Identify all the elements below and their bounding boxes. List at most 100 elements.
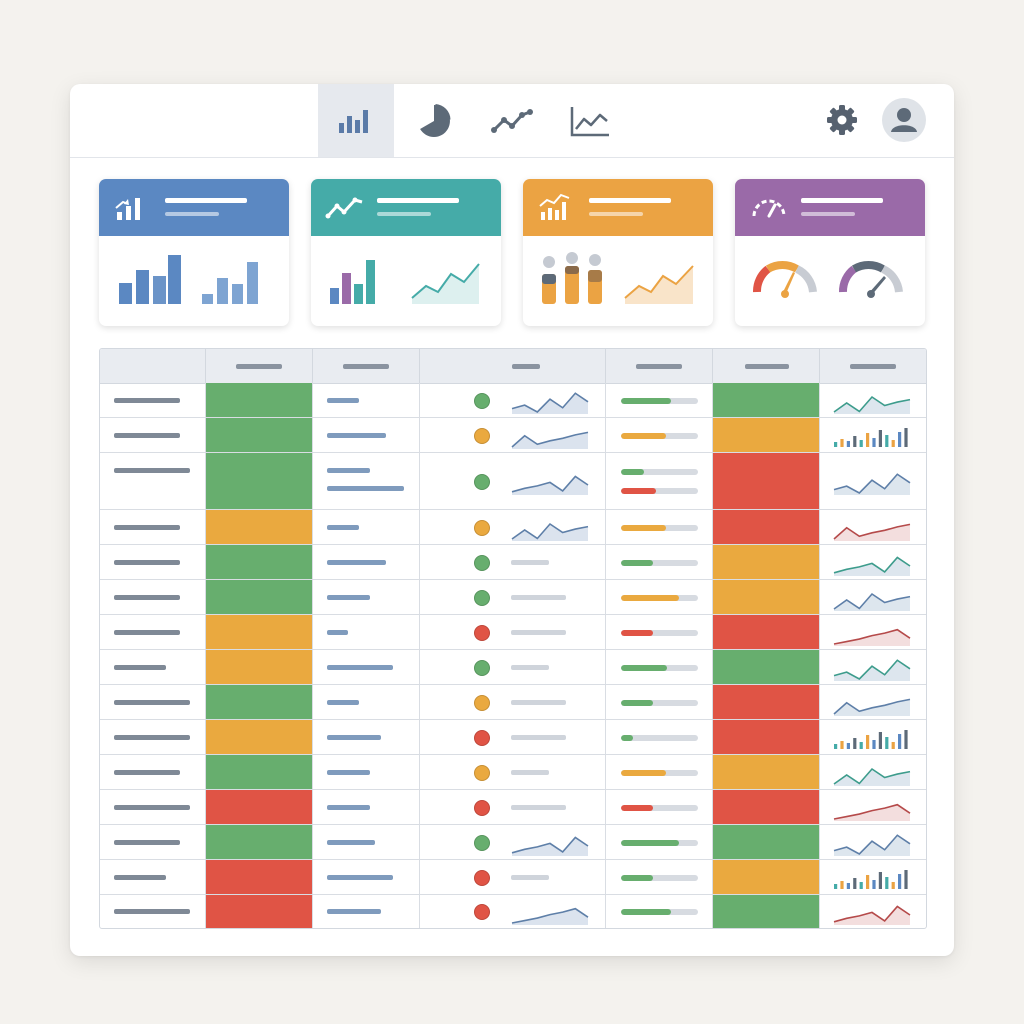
value-bar — [327, 432, 386, 438]
status-cell — [206, 418, 313, 452]
card-distribution-summary[interactable] — [523, 179, 713, 326]
status-dot — [474, 427, 490, 444]
status-dot — [474, 624, 490, 641]
sparkline-cell — [820, 545, 926, 579]
status-dot — [474, 729, 490, 746]
status-cell — [206, 755, 313, 789]
trend-cell — [420, 685, 606, 719]
status-cell — [206, 720, 313, 754]
placeholder-bar — [511, 804, 566, 810]
progress-cell — [606, 825, 713, 859]
table-row[interactable] — [100, 650, 926, 685]
status-cell — [206, 790, 313, 824]
table-row[interactable] — [100, 383, 926, 418]
value-bar — [327, 734, 381, 740]
bar-chart-icon — [339, 109, 368, 133]
status-dot — [474, 554, 490, 571]
column-header[interactable] — [713, 349, 820, 383]
sparkline — [511, 835, 589, 856]
table-row[interactable] — [100, 720, 926, 755]
tab-pie-chart[interactable] — [396, 84, 472, 157]
status-cell — [206, 545, 313, 579]
column-header[interactable] — [820, 349, 926, 383]
dashboard-window — [70, 84, 954, 956]
status-cell — [713, 453, 820, 509]
settings-button[interactable] — [820, 98, 864, 142]
trend-cell — [420, 825, 606, 859]
progress-bar — [621, 664, 698, 671]
column-header[interactable] — [206, 349, 313, 383]
column-header[interactable] — [606, 349, 713, 383]
trend-cell — [420, 755, 606, 789]
row-name — [114, 734, 190, 740]
row-name-cell — [100, 720, 206, 754]
value-bar — [327, 909, 381, 914]
value-bar — [327, 397, 359, 403]
status-dot — [474, 519, 490, 536]
row-name — [114, 559, 180, 565]
column-header[interactable] — [100, 349, 206, 383]
table-row[interactable] — [100, 545, 926, 580]
status-cell — [206, 860, 313, 894]
tab-area-chart[interactable] — [552, 84, 628, 157]
progress-bar — [621, 469, 698, 475]
value-bar — [327, 839, 375, 845]
status-cell — [713, 510, 820, 544]
table-row[interactable] — [100, 453, 926, 510]
card-trend-summary[interactable] — [311, 179, 501, 326]
table-row[interactable] — [100, 790, 926, 825]
table-row[interactable] — [100, 860, 926, 895]
card-mini-charts — [523, 236, 713, 326]
progress-cell — [606, 510, 713, 544]
table-row[interactable] — [100, 755, 926, 790]
user-avatar-button[interactable] — [882, 98, 926, 142]
table-row[interactable] — [100, 418, 926, 453]
trend-cell — [420, 580, 606, 614]
sparkline — [833, 523, 911, 541]
status-dot — [474, 473, 490, 490]
value-bar — [327, 664, 393, 670]
card-gauge-summary[interactable] — [735, 179, 925, 326]
progress-cell — [606, 720, 713, 754]
table-row[interactable] — [100, 685, 926, 720]
row-name — [114, 874, 166, 880]
sparkline — [834, 427, 908, 447]
column-header[interactable] — [420, 349, 606, 383]
toolbar — [70, 84, 954, 158]
trend-cell — [420, 418, 606, 452]
table-row[interactable] — [100, 510, 926, 545]
sparkline-cell — [820, 383, 926, 417]
row-name — [114, 699, 190, 705]
bar-growth-icon — [115, 198, 140, 220]
row-name-cell — [100, 580, 206, 614]
value-bar — [327, 769, 370, 775]
sparkline — [511, 474, 589, 495]
column-header[interactable] — [313, 349, 420, 383]
card-header — [311, 179, 501, 236]
status-cell — [713, 580, 820, 614]
row-name-cell — [100, 895, 206, 928]
row-name-cell — [100, 685, 206, 719]
status-cell — [713, 790, 820, 824]
status-cell — [713, 825, 820, 859]
status-cell — [713, 418, 820, 452]
table-row[interactable] — [100, 580, 926, 615]
row-name-cell — [100, 825, 206, 859]
card-header — [523, 179, 713, 236]
value-bar — [327, 594, 370, 600]
table-row[interactable] — [100, 895, 926, 928]
tab-bar-chart[interactable] — [318, 84, 394, 157]
value-cell — [313, 650, 420, 684]
status-cell — [713, 615, 820, 649]
value-cell — [313, 720, 420, 754]
table-row[interactable] — [100, 825, 926, 860]
trend-cell — [420, 720, 606, 754]
progress-bar — [621, 804, 698, 811]
card-bar-summary[interactable] — [99, 179, 289, 326]
sparkline — [833, 592, 911, 611]
tab-line-chart[interactable] — [474, 84, 550, 157]
status-dot — [474, 589, 490, 606]
status-cell — [713, 383, 820, 417]
table-row[interactable] — [100, 615, 926, 650]
sparkline — [833, 767, 911, 786]
